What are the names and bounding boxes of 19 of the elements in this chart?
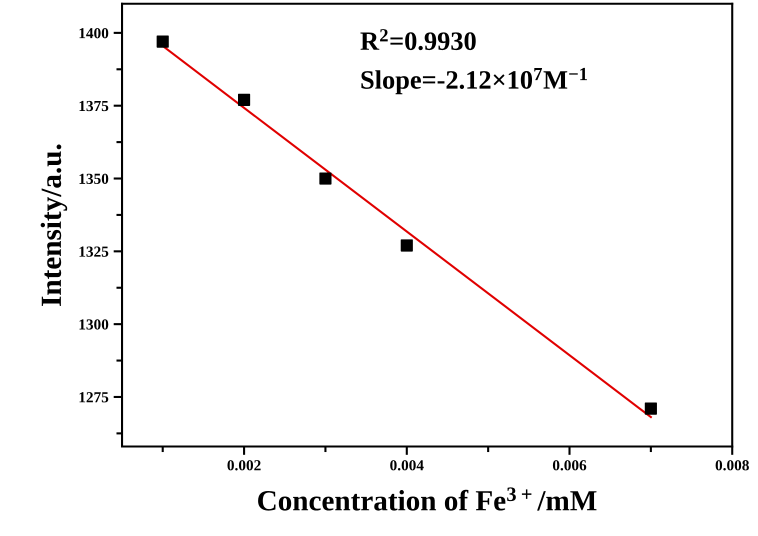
point xyxy=(156,36,169,48)
y-tick-label: 1275 xyxy=(80,392,108,402)
point xyxy=(400,239,413,252)
y-tick-label: 1300 xyxy=(80,319,108,330)
x-tick-label: 0.008 xyxy=(716,460,749,470)
x-tick-label: 0.002 xyxy=(227,460,261,470)
y-tick-label: 1375 xyxy=(80,100,108,112)
y-tick-label: 1325 xyxy=(80,246,108,257)
x-tick-label: 0.004 xyxy=(390,460,424,470)
point xyxy=(319,172,332,185)
point xyxy=(644,402,657,415)
y-tick-label: 1400 xyxy=(80,28,108,38)
x-tick-label: 0.006 xyxy=(552,460,586,470)
annotation: R$^{2}$=0.9930 xyxy=(360,29,476,50)
x-axis-title: Concentration of Fe$^{3+}$/mM xyxy=(258,487,596,511)
y-tick-label: 1350 xyxy=(80,174,108,184)
point xyxy=(238,94,250,106)
annotation: Slope=-2.12×10$^{7}$M$^{−1}$ xyxy=(361,68,588,94)
y-axis-title: Intensity/a.u. xyxy=(40,144,68,306)
